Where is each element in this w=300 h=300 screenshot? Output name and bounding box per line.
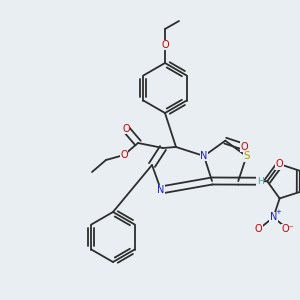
Text: O: O bbox=[254, 224, 262, 234]
Text: O: O bbox=[241, 142, 248, 152]
Text: O: O bbox=[122, 124, 130, 134]
Text: N: N bbox=[200, 151, 208, 161]
Text: +: + bbox=[275, 209, 281, 215]
Text: H: H bbox=[257, 177, 264, 186]
Text: O: O bbox=[161, 40, 169, 50]
Text: O⁻: O⁻ bbox=[282, 224, 295, 234]
Text: N: N bbox=[270, 212, 277, 222]
Text: O: O bbox=[120, 150, 128, 160]
Text: S: S bbox=[243, 151, 250, 161]
Text: N: N bbox=[157, 185, 165, 195]
Text: O: O bbox=[276, 159, 284, 169]
